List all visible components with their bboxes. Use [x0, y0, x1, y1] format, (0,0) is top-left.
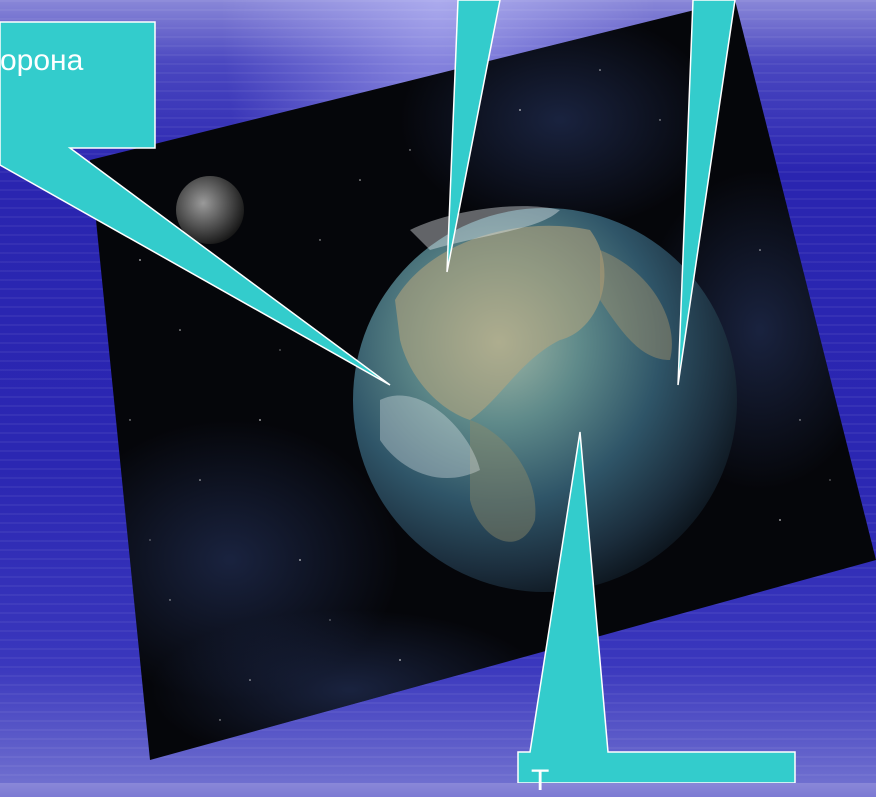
callout-bottom-label: Т: [531, 764, 550, 797]
callout-left: [0, 21, 391, 386]
callout-top-middle: [446, 0, 501, 273]
moon: [176, 176, 244, 244]
callout-left-label: орона: [0, 44, 84, 77]
space-photo: [90, 0, 876, 760]
callout-bottom: [517, 431, 796, 783]
callout-top-right: [677, 0, 736, 386]
